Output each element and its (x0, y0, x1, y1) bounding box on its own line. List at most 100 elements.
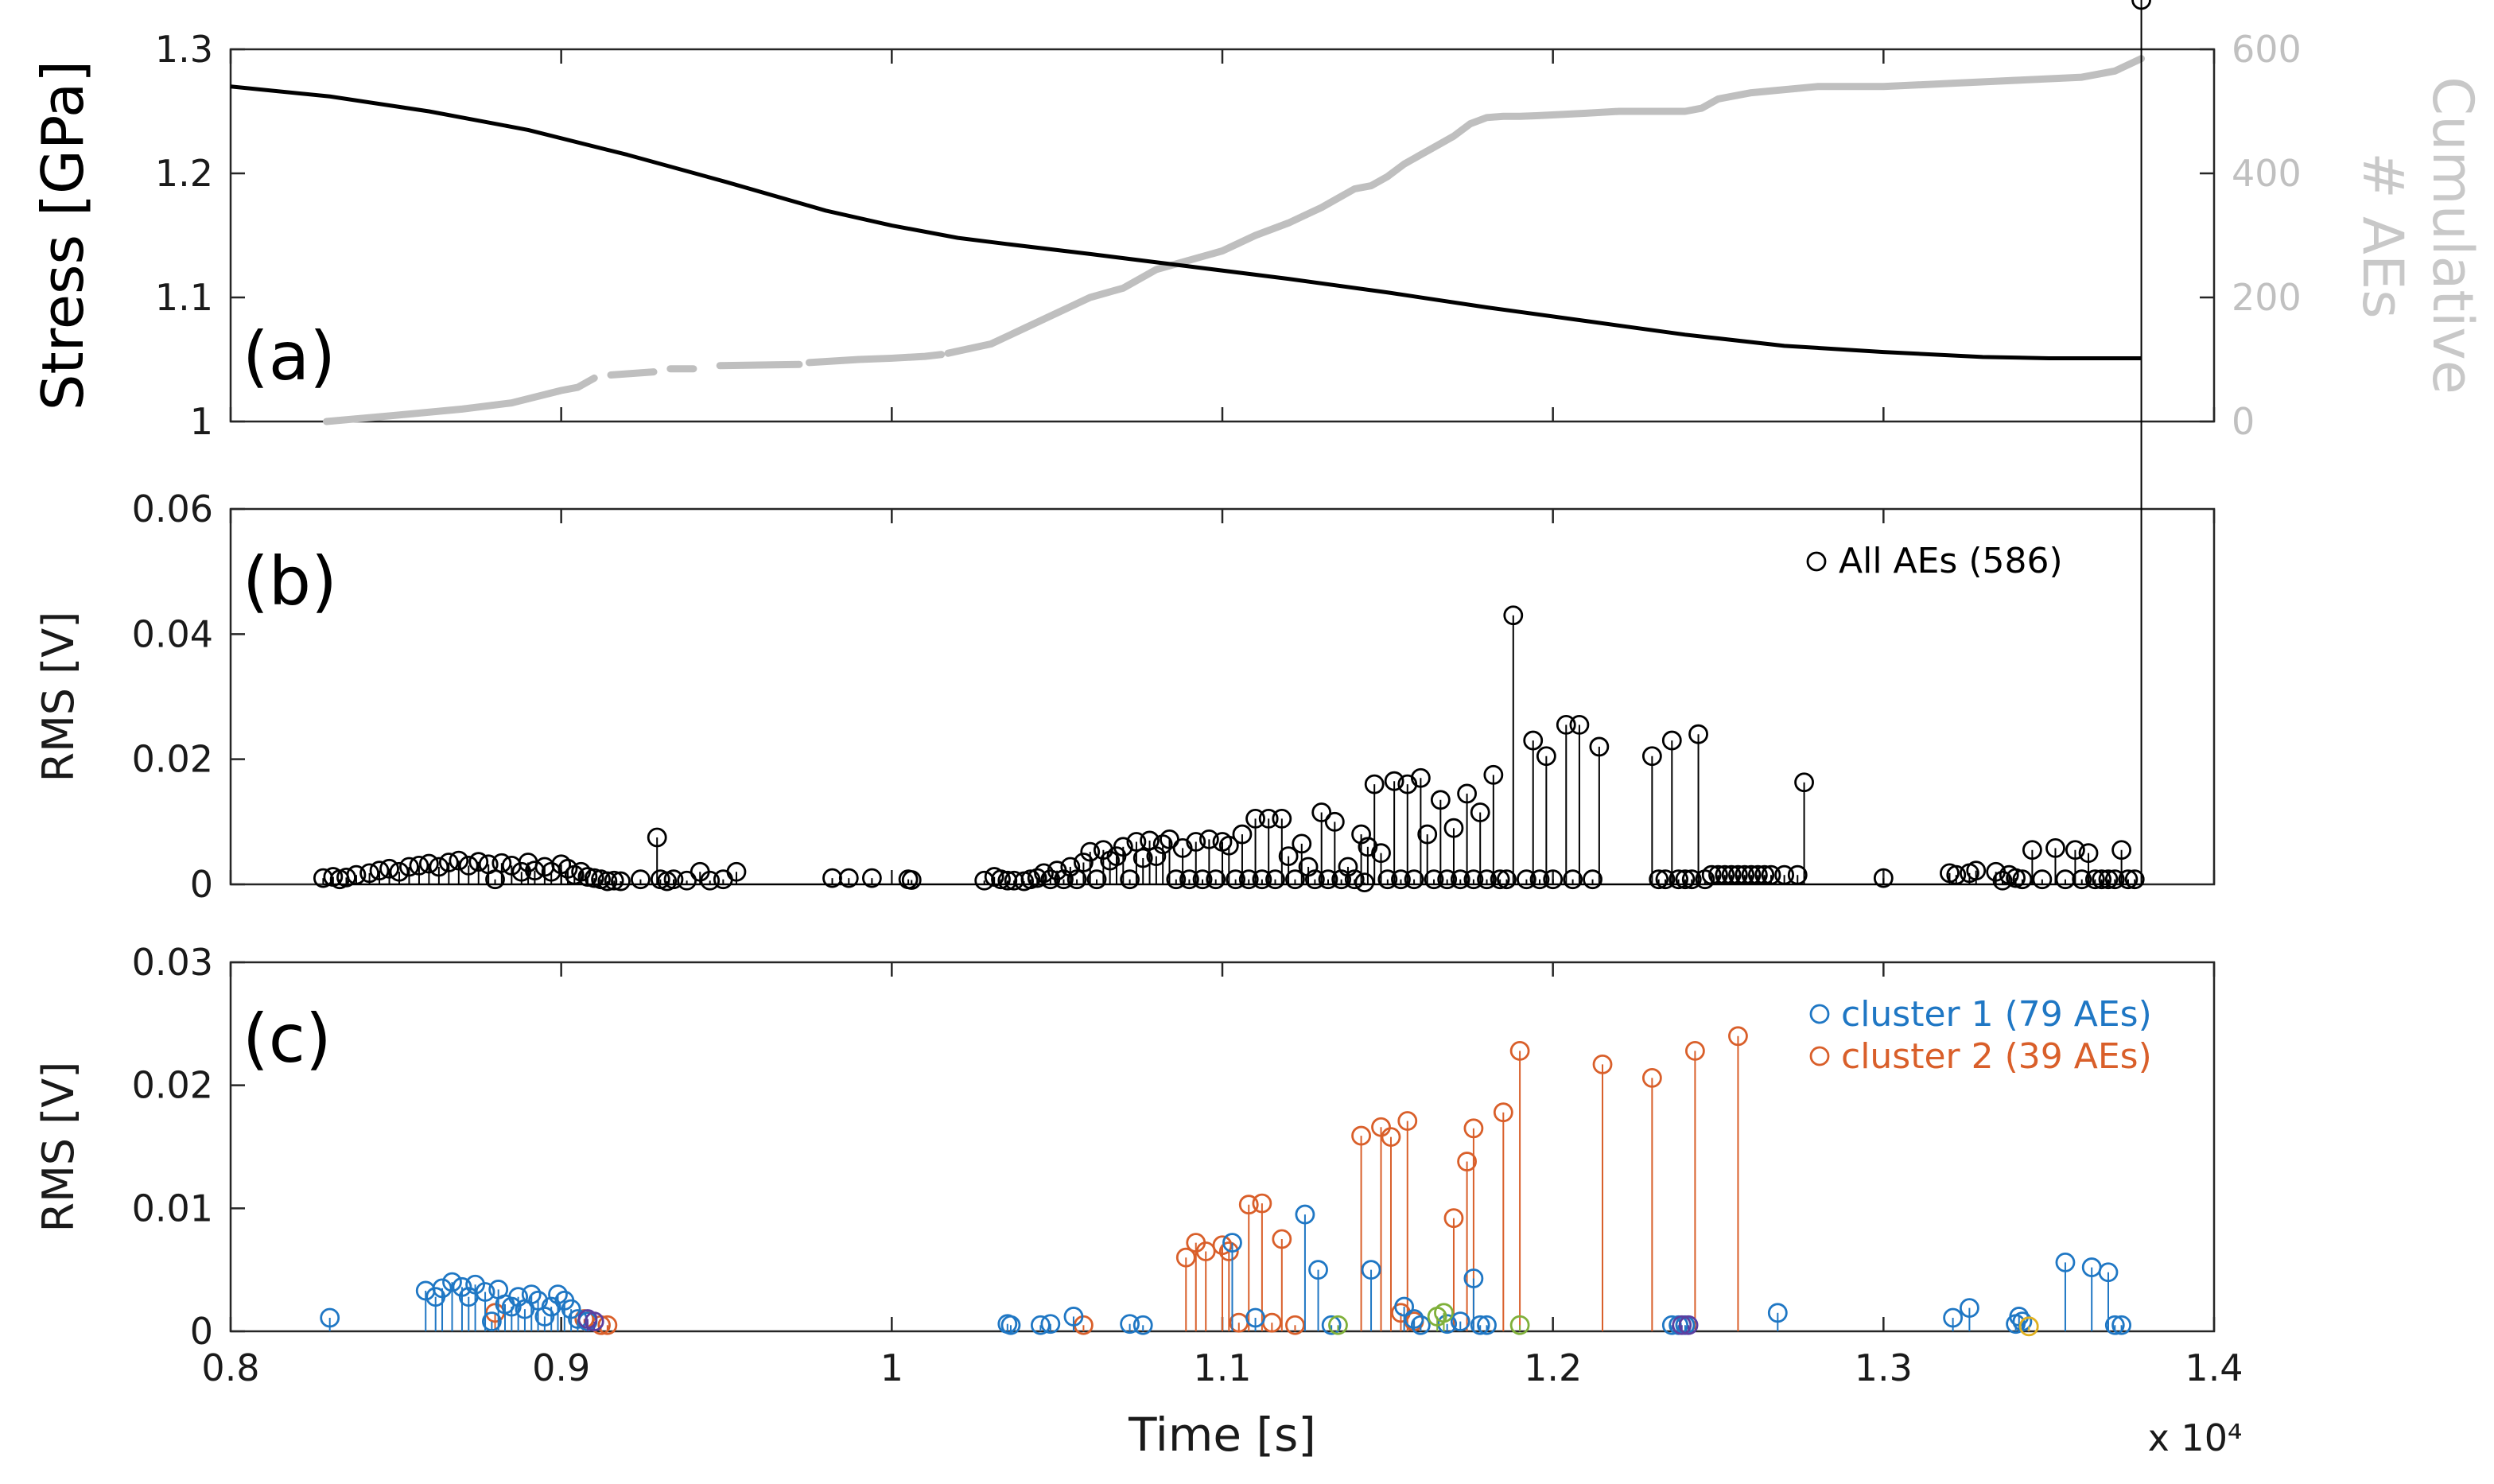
cluster-series-0-marker (1361, 1260, 1381, 1280)
cluster-series-1-marker (1195, 1241, 1216, 1261)
cluster-series-1-marker (1397, 1111, 1418, 1131)
cluster-series-2-marker (584, 1311, 604, 1332)
cluster-series-3-marker (1509, 1315, 1530, 1335)
all-aes-marker (1166, 869, 1187, 890)
cluster-series-0-marker (541, 1296, 561, 1317)
all-aes-marker (647, 827, 667, 848)
cluster-series-0-marker (2104, 1315, 2125, 1335)
cluster-series-1-marker (1443, 1208, 1464, 1229)
all-aes-marker (1556, 715, 1576, 735)
all-aes-marker (1543, 869, 1564, 890)
all-aes-marker (438, 853, 459, 872)
cluster-series-1-marker (1493, 1102, 1513, 1123)
all-aes-marker (1146, 846, 1167, 866)
cluster-series-0-marker (1767, 1303, 1788, 1323)
all-aes-marker (1470, 802, 1490, 822)
all-aes-marker (1252, 869, 1272, 890)
all-aes-marker (1735, 864, 1755, 885)
all-aes-marker (468, 852, 489, 872)
all-aes-marker (597, 871, 618, 892)
cumulative-aes-line (716, 360, 803, 370)
legend-marker-cluster-1 (1809, 1004, 1830, 1024)
legend-marker-cluster-2 (1809, 1046, 1830, 1066)
cluster-series-1-marker (1457, 1152, 1477, 1171)
all-aes-marker (1232, 824, 1253, 845)
cluster-series-0-marker (475, 1282, 495, 1302)
all-aes-marker (1430, 790, 1451, 810)
all-aes-marker (1086, 869, 1107, 890)
x-axis-multiplier: x 10⁴ (2148, 1416, 2243, 1459)
all-aes-marker (1311, 802, 1332, 822)
all-aes-marker (838, 868, 859, 888)
all-aes-marker (1198, 829, 1219, 849)
cluster-series-0-marker (1437, 1314, 1458, 1334)
all-aes-marker (1477, 869, 1497, 890)
cluster-series-0-marker (561, 1299, 581, 1319)
cluster-series-0-marker (1960, 1298, 1979, 1319)
all-aes-marker (557, 858, 578, 879)
all-aes-marker (2032, 869, 2053, 890)
cluster-series-0-marker (1404, 1309, 1424, 1329)
all-aes-marker (1206, 869, 1226, 890)
x-tick-label: 1 (880, 1346, 903, 1389)
cluster-series-0-marker (2012, 1311, 2033, 1332)
all-aes-marker (419, 853, 439, 874)
all-aes-marker (346, 864, 367, 885)
cluster-series-1-marker (1728, 1026, 1748, 1047)
all-aes-marker (1787, 864, 1808, 885)
all-aes-marker (726, 861, 747, 882)
all-aes-marker (1437, 869, 1458, 890)
all-aes-marker (584, 868, 604, 888)
cumulative-aes-line (607, 368, 658, 379)
cluster-series-1-marker (1641, 1067, 1662, 1088)
cluster-series-0-marker (1943, 1307, 1964, 1328)
cluster-series-2-marker (1672, 1315, 1692, 1335)
cluster-series-0-marker (1308, 1260, 1328, 1280)
y-tick-label: 0.02 (132, 738, 213, 781)
all-aes-marker (1391, 869, 1411, 890)
all-aes-marker (1318, 869, 1338, 890)
y-axis-label: RMS [V] (33, 1062, 84, 1233)
all-aes-marker (1728, 864, 1748, 885)
all-aes-marker (1384, 771, 1404, 791)
all-aes-marker (1490, 869, 1510, 890)
all-aes-marker (1688, 724, 1708, 744)
cluster-series-1-marker (1509, 1040, 1530, 1061)
cluster-series-0-marker (1245, 1307, 1265, 1328)
y-right-tick-label: 400 (2232, 152, 2302, 195)
legend-label-cluster-2: cluster 2 (39 AEs) (1841, 1036, 2152, 1077)
all-aes-marker (1364, 774, 1385, 794)
all-aes-marker (1344, 869, 1365, 890)
cluster-series-0-marker (1394, 1296, 1415, 1317)
cluster-series-0-marker (534, 1307, 555, 1327)
y-axis-label: Stress [GPa] (29, 60, 96, 410)
all-aes-marker (1238, 869, 1259, 890)
all-aes-marker (1424, 869, 1444, 890)
all-aes-marker (2012, 869, 2033, 890)
y-right-tick-label: 600 (2232, 28, 2302, 71)
y-right-axis-label: Cumulative (2420, 76, 2485, 394)
all-aes-marker (1126, 832, 1147, 852)
all-aes-marker (700, 870, 721, 891)
cluster-series-1-marker (1592, 1054, 1613, 1074)
all-aes-marker (1747, 864, 1768, 885)
all-aes-marker (1258, 809, 1279, 829)
all-aes-marker (1186, 832, 1206, 852)
all-aes-marker (1027, 868, 1047, 888)
y-tick-label: 0.02 (132, 1064, 213, 1107)
cluster-series-0-marker (2009, 1307, 2030, 1327)
x-tick-label: 1.3 (1855, 1346, 1913, 1389)
all-aes-marker (1661, 730, 1682, 751)
all-aes-marker (1272, 809, 1292, 829)
cluster-series-1-marker (1175, 1247, 1196, 1268)
y-tick-label: 0.03 (132, 941, 213, 984)
all-aes-marker (2072, 869, 2092, 890)
all-aes-marker (2104, 869, 2125, 890)
panel-b: 0 0.02 0.04 0.06 All AEs (586) (b) RMS [V] (33, 0, 2216, 906)
all-aes-marker (1218, 835, 1239, 856)
y-right-tick-label: 200 (2232, 276, 2302, 319)
all-aes-marker (449, 850, 469, 871)
all-aes-marker (1331, 869, 1352, 890)
cluster-series-0-marker (1295, 1204, 1315, 1225)
